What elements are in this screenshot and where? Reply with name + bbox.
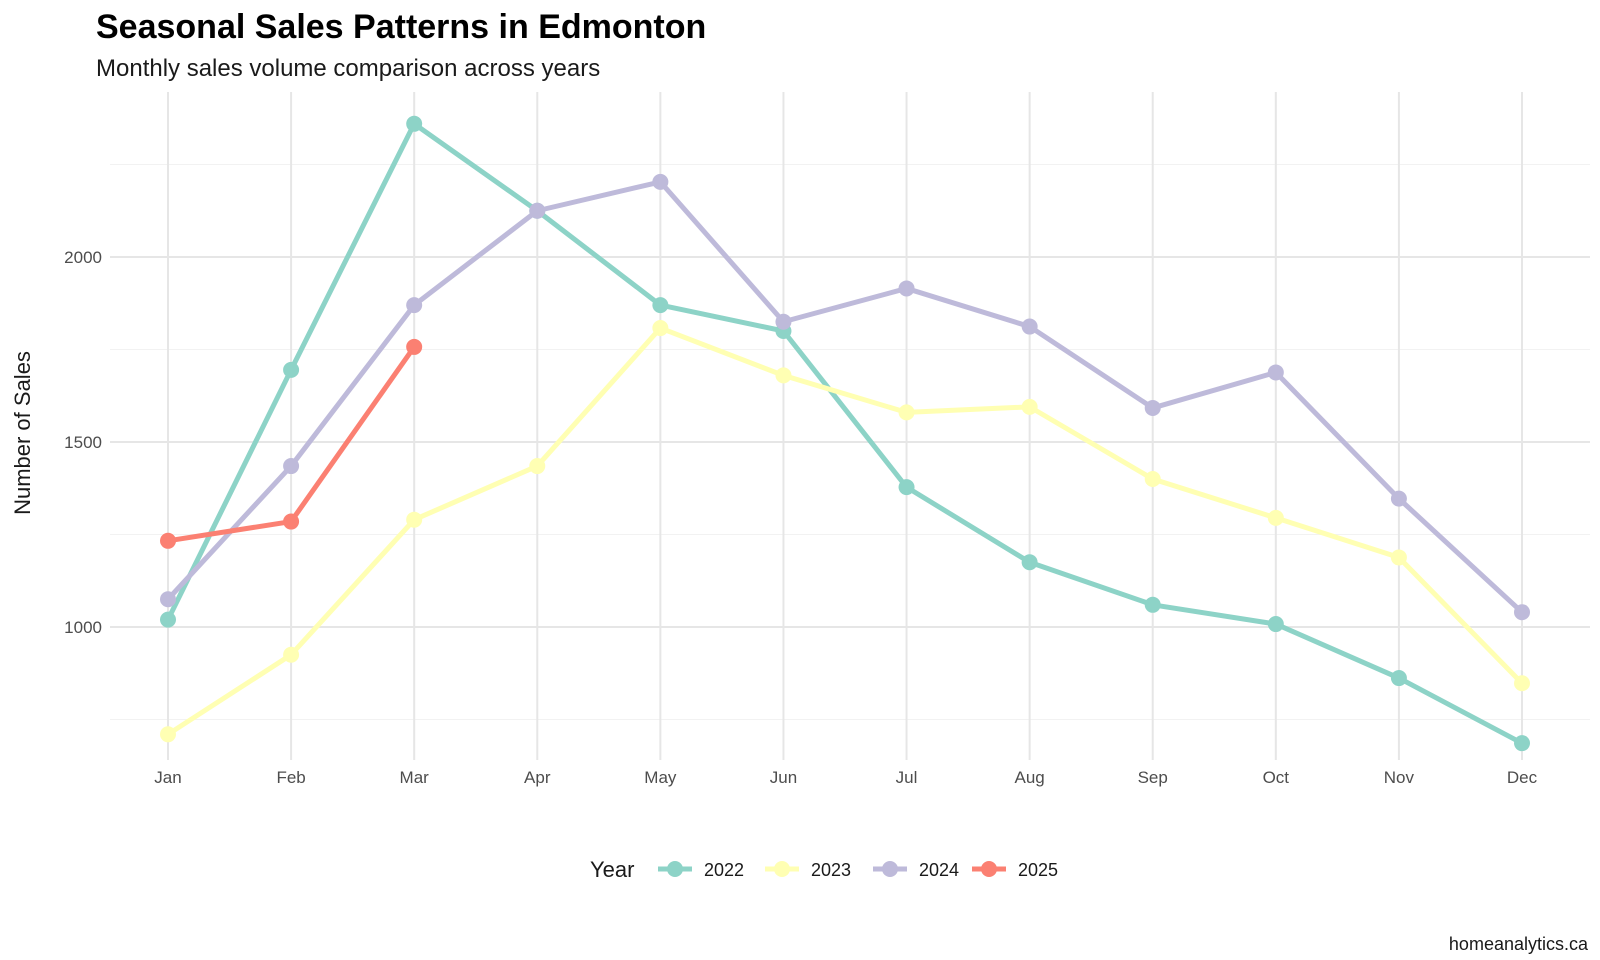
data-point — [775, 367, 792, 384]
data-point — [529, 202, 546, 219]
legend-label: 2023 — [811, 860, 851, 880]
data-point — [652, 173, 669, 190]
data-point — [898, 280, 915, 297]
chart-title: Seasonal Sales Patterns in Edmonton — [96, 8, 706, 46]
data-point — [652, 297, 669, 314]
data-point — [1390, 490, 1407, 507]
legend-label: 2025 — [1018, 860, 1058, 880]
series-2025 — [160, 338, 423, 549]
data-point — [1390, 549, 1407, 566]
y-tick-label: 1500 — [64, 433, 102, 452]
data-point — [1021, 398, 1038, 415]
data-point — [406, 338, 423, 355]
grid — [110, 92, 1590, 760]
series-2022 — [160, 115, 1530, 752]
legend-label: 2024 — [919, 860, 959, 880]
data-point — [1144, 399, 1161, 416]
data-point — [1144, 471, 1161, 487]
data-point — [1514, 604, 1530, 621]
x-tick-label: Oct — [1263, 768, 1290, 787]
legend: Year 2022 2023 2024 2025 — [590, 857, 1058, 882]
data-point — [406, 115, 423, 132]
y-tick-label: 2000 — [64, 248, 102, 267]
y-axis-label: Number of Sales — [10, 351, 35, 515]
legend-key-point — [981, 861, 997, 877]
series-line-2022 — [165, 121, 1525, 746]
x-tick-label: Nov — [1384, 768, 1415, 787]
x-tick-label: Jan — [154, 768, 181, 787]
data-point — [1021, 318, 1038, 335]
x-tick-label: May — [644, 768, 677, 787]
legend-key-point — [774, 861, 790, 877]
data-point — [1267, 616, 1284, 633]
caption: homeanalytics.ca — [1449, 934, 1589, 954]
x-tick-label: Jul — [896, 768, 918, 787]
data-point — [529, 458, 546, 475]
series-line-2023 — [165, 325, 1525, 737]
data-point — [652, 320, 669, 337]
series-line-2024 — [165, 179, 1525, 615]
x-tick-label: Aug — [1015, 768, 1045, 787]
data-point — [775, 313, 792, 330]
data-point — [406, 297, 423, 314]
legend-label: 2022 — [704, 860, 744, 880]
x-tick-label: Dec — [1507, 768, 1538, 787]
legend-title: Year — [590, 857, 634, 882]
y-tick-label: 1000 — [64, 618, 102, 637]
data-point — [160, 611, 176, 628]
data-point — [1514, 675, 1530, 692]
series-layer — [160, 115, 1530, 752]
data-point — [283, 513, 300, 530]
series-2023 — [160, 320, 1530, 743]
y-axis-ticks: 1000 1500 2000 — [64, 248, 102, 637]
x-tick-label: Feb — [276, 768, 305, 787]
x-tick-label: Jun — [770, 768, 797, 787]
legend-key-point — [882, 861, 898, 877]
data-point — [283, 458, 300, 475]
data-point — [898, 404, 915, 421]
series-2024 — [160, 173, 1530, 621]
data-point — [160, 532, 176, 549]
x-axis-ticks: Jan Feb Mar Apr May Jun Jul Aug Sep Oct Nov Dec — [154, 768, 1537, 787]
data-point — [160, 726, 176, 743]
data-point — [283, 361, 300, 378]
data-point — [898, 479, 915, 496]
x-tick-label: Mar — [400, 768, 430, 787]
data-point — [283, 646, 300, 663]
legend-key-point — [667, 861, 683, 877]
data-point — [1021, 554, 1038, 571]
data-point — [1144, 596, 1161, 613]
data-point — [1514, 735, 1530, 752]
data-point — [1267, 364, 1284, 381]
data-point — [1390, 670, 1407, 687]
data-point — [406, 511, 423, 528]
data-point — [160, 591, 176, 608]
data-point — [1267, 509, 1284, 526]
x-tick-label: Sep — [1138, 768, 1168, 787]
x-tick-label: Apr — [524, 768, 551, 787]
chart-subtitle: Monthly sales volume comparison across y… — [96, 55, 600, 82]
